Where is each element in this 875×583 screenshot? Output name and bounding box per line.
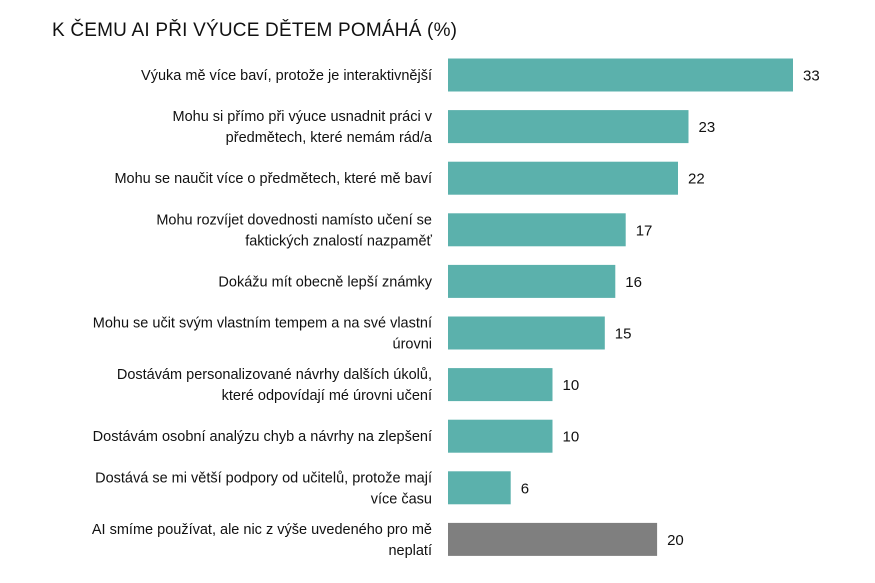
category-label: Dokážu mít obecně lepší známky xyxy=(218,274,432,290)
data-label: 16 xyxy=(625,274,642,291)
category-label: předmětech, které nemám rád/a xyxy=(226,130,433,146)
category-label: více času xyxy=(371,491,432,507)
data-label: 10 xyxy=(563,429,580,446)
category-label: Mohu se naučit více o předmětech, které … xyxy=(114,171,432,187)
bar xyxy=(448,110,689,144)
category-label: Dostávám osobní analýzu chyb a návrhy na… xyxy=(93,429,432,445)
bars-layer: 33 Výuka mě více baví, protože je interak… xyxy=(92,58,820,559)
data-label: 33 xyxy=(803,68,820,85)
category-label: neplatí xyxy=(388,543,432,559)
category-label: Mohu rozvíjet dovednosti namísto učení s… xyxy=(156,212,432,228)
chart-title: K ČEMU AI PŘI VÝUCE DĚTEM POMÁHÁ (%) xyxy=(52,20,458,41)
data-label: 22 xyxy=(688,171,705,188)
category-label: Výuka mě více baví, protože je interakti… xyxy=(141,68,432,84)
bar xyxy=(448,419,553,453)
data-label: 6 xyxy=(521,480,529,497)
data-label: 20 xyxy=(667,532,684,549)
data-label: 17 xyxy=(636,222,653,239)
bar xyxy=(448,58,793,92)
bar xyxy=(448,264,616,298)
category-label: AI smíme používat, ale nic z výše uveden… xyxy=(92,522,432,538)
bar xyxy=(448,471,511,505)
data-label: 23 xyxy=(699,119,716,136)
data-label: 10 xyxy=(563,377,580,394)
category-label: úrovni xyxy=(393,337,433,353)
category-label: které odpovídají mé úrovni učení xyxy=(222,388,432,404)
bar xyxy=(448,161,678,195)
bar xyxy=(448,213,626,247)
category-label: Mohu si přímo při výuce usnadnit práci v xyxy=(173,109,433,125)
data-label: 15 xyxy=(615,326,632,343)
category-label: Dostávám personalizované návrhy dalších … xyxy=(117,367,432,383)
category-label: Dostává se mi větší podpory od učitelů, … xyxy=(95,470,432,486)
bar xyxy=(448,316,605,350)
category-label: Mohu se učit svým vlastním tempem a na s… xyxy=(93,316,432,332)
category-label: faktických znalostí nazpaměť xyxy=(245,233,432,249)
bar xyxy=(448,368,553,402)
bar xyxy=(448,522,658,556)
